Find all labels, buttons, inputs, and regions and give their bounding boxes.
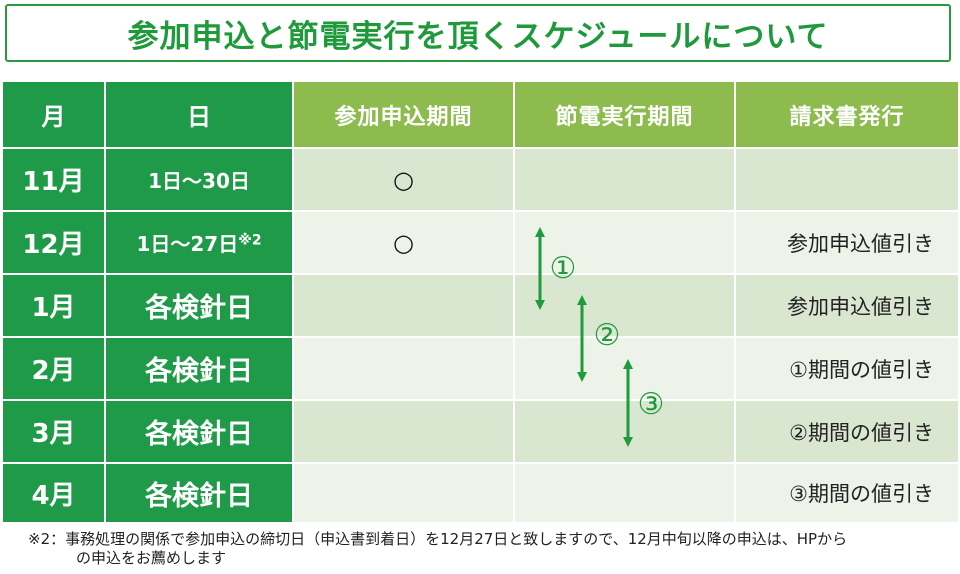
row-day-label: 各検針日 (145, 293, 253, 324)
bill-label: ①期間の値引き (789, 357, 934, 382)
row-day: 各検針日 (106, 338, 292, 399)
row-day: 1日～30日 (106, 149, 292, 210)
page-title: 参加申込と節電実行を頂くスケジュールについて (127, 18, 829, 55)
row-month: 4月 (3, 464, 104, 522)
title-box: 参加申込と節電実行を頂くスケジュールについて (5, 4, 951, 62)
row-month: 3月 (3, 401, 104, 462)
row-day: 各検針日 (106, 464, 292, 522)
day-footnote-mark: ※2 (238, 232, 262, 249)
apply-mark: ○ (393, 228, 414, 257)
apply-cell (294, 401, 513, 462)
period-3-label: ③ (638, 387, 665, 422)
apply-cell (294, 338, 513, 399)
row-day-label: 各検針日 (145, 480, 253, 512)
footnote: ※2：事務処理の関係で参加申込の締切日（申込書到着日）を12月27日と致しますの… (28, 530, 948, 568)
row-month-label: 2月 (31, 356, 76, 386)
row-month-label: 4月 (31, 480, 76, 511)
row-month-label: 12月 (22, 230, 85, 260)
save-cell (515, 464, 734, 522)
header-apply-period: 参加申込期間 (294, 82, 513, 147)
row-day-label: 1日～27日※2 (136, 228, 261, 257)
bill-label: ②期間の値引き (789, 420, 934, 445)
bill-cell: ①期間の値引き (736, 338, 958, 399)
row-day-label: 各検針日 (145, 356, 253, 387)
day-start-unit: 日～ (150, 232, 191, 256)
day-end-unit: 日 (229, 169, 250, 193)
day-start-unit: 日～ (162, 169, 203, 193)
row-month-label: 11月 (22, 167, 85, 197)
row-day-label: 1日～30日 (148, 165, 250, 194)
period-2-label: ② (594, 318, 621, 353)
header-month: 月 (3, 82, 104, 147)
day-end-num: 30 (202, 169, 230, 193)
row-month: 1月 (3, 275, 104, 336)
bill-cell: 参加申込値引き (736, 212, 958, 273)
apply-cell (294, 275, 513, 336)
row-day: 1日～27日※2 (106, 212, 292, 273)
save-cell (515, 275, 734, 336)
row-day-label: 各検針日 (145, 419, 253, 450)
bill-cell (736, 149, 958, 210)
save-cell (515, 149, 734, 210)
bill-cell: ②期間の値引き (736, 401, 958, 462)
apply-cell: ○ (294, 212, 513, 273)
header-billing-label: 請求書発行 (789, 104, 905, 130)
period-1-label: ① (550, 251, 577, 286)
bill-label: 参加申込値引き (787, 294, 934, 319)
bill-label: ③期間の値引き (789, 482, 934, 506)
header-apply-label: 参加申込期間 (334, 104, 473, 130)
row-day: 各検針日 (106, 401, 292, 462)
row-day: 各検針日 (106, 275, 292, 336)
header-month-label: 月 (41, 103, 66, 131)
header-save-label: 節電実行期間 (555, 104, 694, 130)
footnote-line-1: ※2：事務処理の関係で参加申込の締切日（申込書到着日）を12月27日と致しますの… (28, 530, 848, 548)
row-month-label: 1月 (31, 293, 76, 323)
apply-cell: ○ (294, 149, 513, 210)
footnote-line-2: の申込をお薦めします (76, 549, 227, 567)
row-month: 2月 (3, 338, 104, 399)
apply-mark: ○ (393, 165, 414, 194)
header-billing: 請求書発行 (736, 82, 958, 147)
day-start-num: 1 (148, 169, 163, 193)
day-start-num: 1 (136, 232, 151, 256)
schedule-table: 月 日 参加申込期間 節電実行期間 請求書発行 11月 1日～30日 ○ 12月… (0, 82, 960, 522)
period-arrows: ① ② ③ (535, 227, 665, 447)
bill-cell: ③期間の値引き (736, 464, 958, 522)
bill-label: 参加申込値引き (787, 231, 934, 256)
bill-cell: 参加申込値引き (736, 275, 958, 336)
row-month: 11月 (3, 149, 104, 210)
save-cell (515, 212, 734, 273)
day-end-unit: 日 (218, 232, 239, 256)
header-day: 日 (106, 82, 292, 147)
apply-cell (294, 464, 513, 522)
header-save-period: 節電実行期間 (515, 82, 734, 147)
header-day-label: 日 (187, 103, 211, 131)
row-month-label: 3月 (31, 419, 76, 449)
row-month: 12月 (3, 212, 104, 273)
day-end-num: 27 (190, 232, 219, 256)
